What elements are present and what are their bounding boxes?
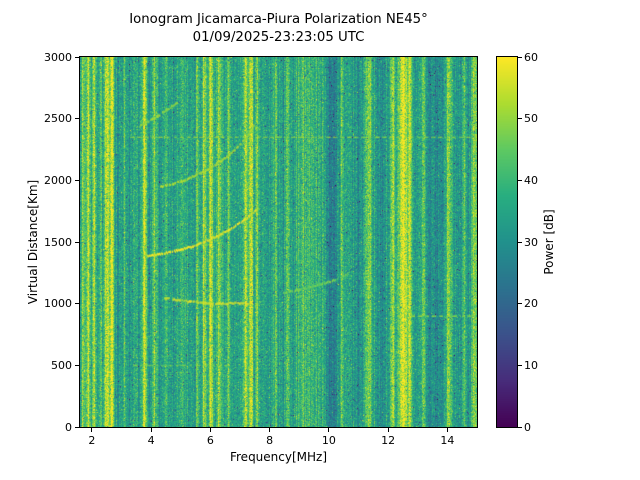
colorbar-tick-mark	[518, 118, 522, 120]
colorbar-tick-mark	[518, 241, 522, 243]
colorbar-tick-mark	[518, 426, 522, 428]
x-tick-label: 10	[321, 434, 336, 447]
colorbar-tick-label: 30	[524, 235, 538, 249]
x-tick-label: 6	[206, 434, 214, 447]
y-tick-label: 1000	[44, 297, 72, 311]
x-tick-mark	[328, 428, 330, 432]
y-tick-label: 500	[51, 358, 72, 372]
colorbar-tick-mark	[518, 364, 522, 366]
y-axis-label: Virtual Distance[Km]	[26, 179, 40, 305]
chart-subtitle: 01/09/2025-23:23:05 UTC	[192, 30, 365, 45]
y-tick-label: 3000	[44, 50, 72, 64]
x-tick-label: 8	[266, 434, 274, 447]
colorbar-tick-mark	[518, 179, 522, 181]
colorbar-canvas	[497, 57, 517, 427]
x-tick-mark	[91, 428, 93, 432]
colorbar-tick-label: 10	[524, 358, 538, 372]
colorbar-tick-mark	[518, 56, 522, 58]
colorbar-tick-label: 40	[524, 173, 538, 187]
x-tick-mark	[269, 428, 271, 432]
y-tick-mark	[75, 364, 79, 366]
y-tick-mark	[75, 426, 79, 428]
y-tick-mark	[75, 56, 79, 58]
x-tick-mark	[387, 428, 389, 432]
x-tick-mark	[150, 428, 152, 432]
colorbar-tick-label: 0	[524, 420, 531, 434]
colorbar-tick-mark	[518, 303, 522, 305]
colorbar	[496, 56, 518, 428]
heatmap-canvas	[80, 57, 477, 427]
x-tick-label: 12	[381, 434, 396, 447]
plot-area	[79, 56, 478, 428]
y-tick-mark	[75, 118, 79, 120]
chart-title-block: Ionogram Jicamarca-Piura Polarization NE…	[80, 11, 477, 47]
x-tick-label: 4	[147, 434, 155, 447]
x-tick-mark	[446, 428, 448, 432]
y-tick-label: 2500	[44, 112, 72, 126]
colorbar-tick-label: 20	[524, 297, 538, 311]
x-tick-mark	[209, 428, 211, 432]
y-tick-mark	[75, 303, 79, 305]
x-tick-label: 14	[440, 434, 455, 447]
x-tick-label: 2	[88, 434, 96, 447]
y-tick-label: 2000	[44, 173, 72, 187]
colorbar-tick-label: 60	[524, 50, 538, 64]
chart-title: Ionogram Jicamarca-Piura Polarization NE…	[129, 12, 428, 27]
x-axis-label: Frequency[MHz]	[229, 450, 328, 464]
y-tick-mark	[75, 179, 79, 181]
y-tick-label: 0	[65, 420, 72, 434]
y-tick-mark	[75, 241, 79, 243]
y-tick-label: 1500	[44, 235, 72, 249]
colorbar-tick-label: 50	[524, 112, 538, 126]
colorbar-label: Power [dB]	[542, 209, 556, 275]
